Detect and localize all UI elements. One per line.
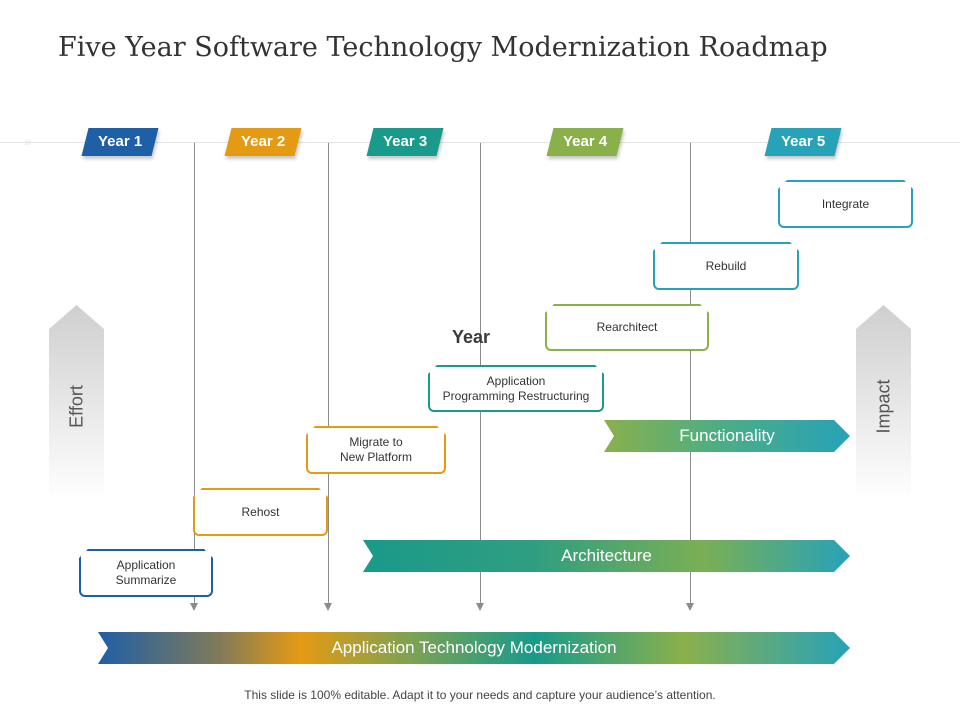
footer-note: This slide is 100% editable. Adapt it to… [244,688,716,702]
architecture-band: Architecture [363,540,850,572]
timeline-top-rule [0,142,960,143]
step-rearchitect: Rearchitect [545,304,709,351]
connector-arrow-1 [190,603,198,611]
functionality-band: Functionality [604,420,850,452]
impact-label: Impact [873,379,894,434]
year-axis-label: Year [452,327,491,347]
connector-arrow-2 [324,603,332,611]
step-programming-restructuring: Application Programming Restructuring [428,365,604,412]
connector-arrow-3 [476,603,484,611]
step-application-summarize: Application Summarize [79,549,213,597]
step-migrate: Migrate to New Platform [306,426,446,474]
step-rebuild: Rebuild [653,242,799,290]
year-tab-4: Year 4 [546,128,624,156]
step-rehost: Rehost [193,488,328,536]
chevron-right-icon: » [24,133,32,149]
effort-arrow [49,305,104,500]
connector-line-1 [194,143,195,605]
year-tab-2: Year 2 [224,128,302,156]
connector-arrow-4 [686,603,694,611]
year-tab-5: Year 5 [764,128,842,156]
year-tab-1: Year 1 [81,128,159,156]
connector-line-2 [328,143,329,605]
modernization-band: Application Technology Modernization [98,632,850,664]
effort-label: Effort [66,385,87,428]
connector-line-4 [690,143,691,605]
year-tab-3: Year 3 [366,128,444,156]
step-integrate: Integrate [778,180,913,228]
impact-arrow [856,305,911,500]
page-title: Five Year Software Technology Modernizat… [58,32,828,63]
